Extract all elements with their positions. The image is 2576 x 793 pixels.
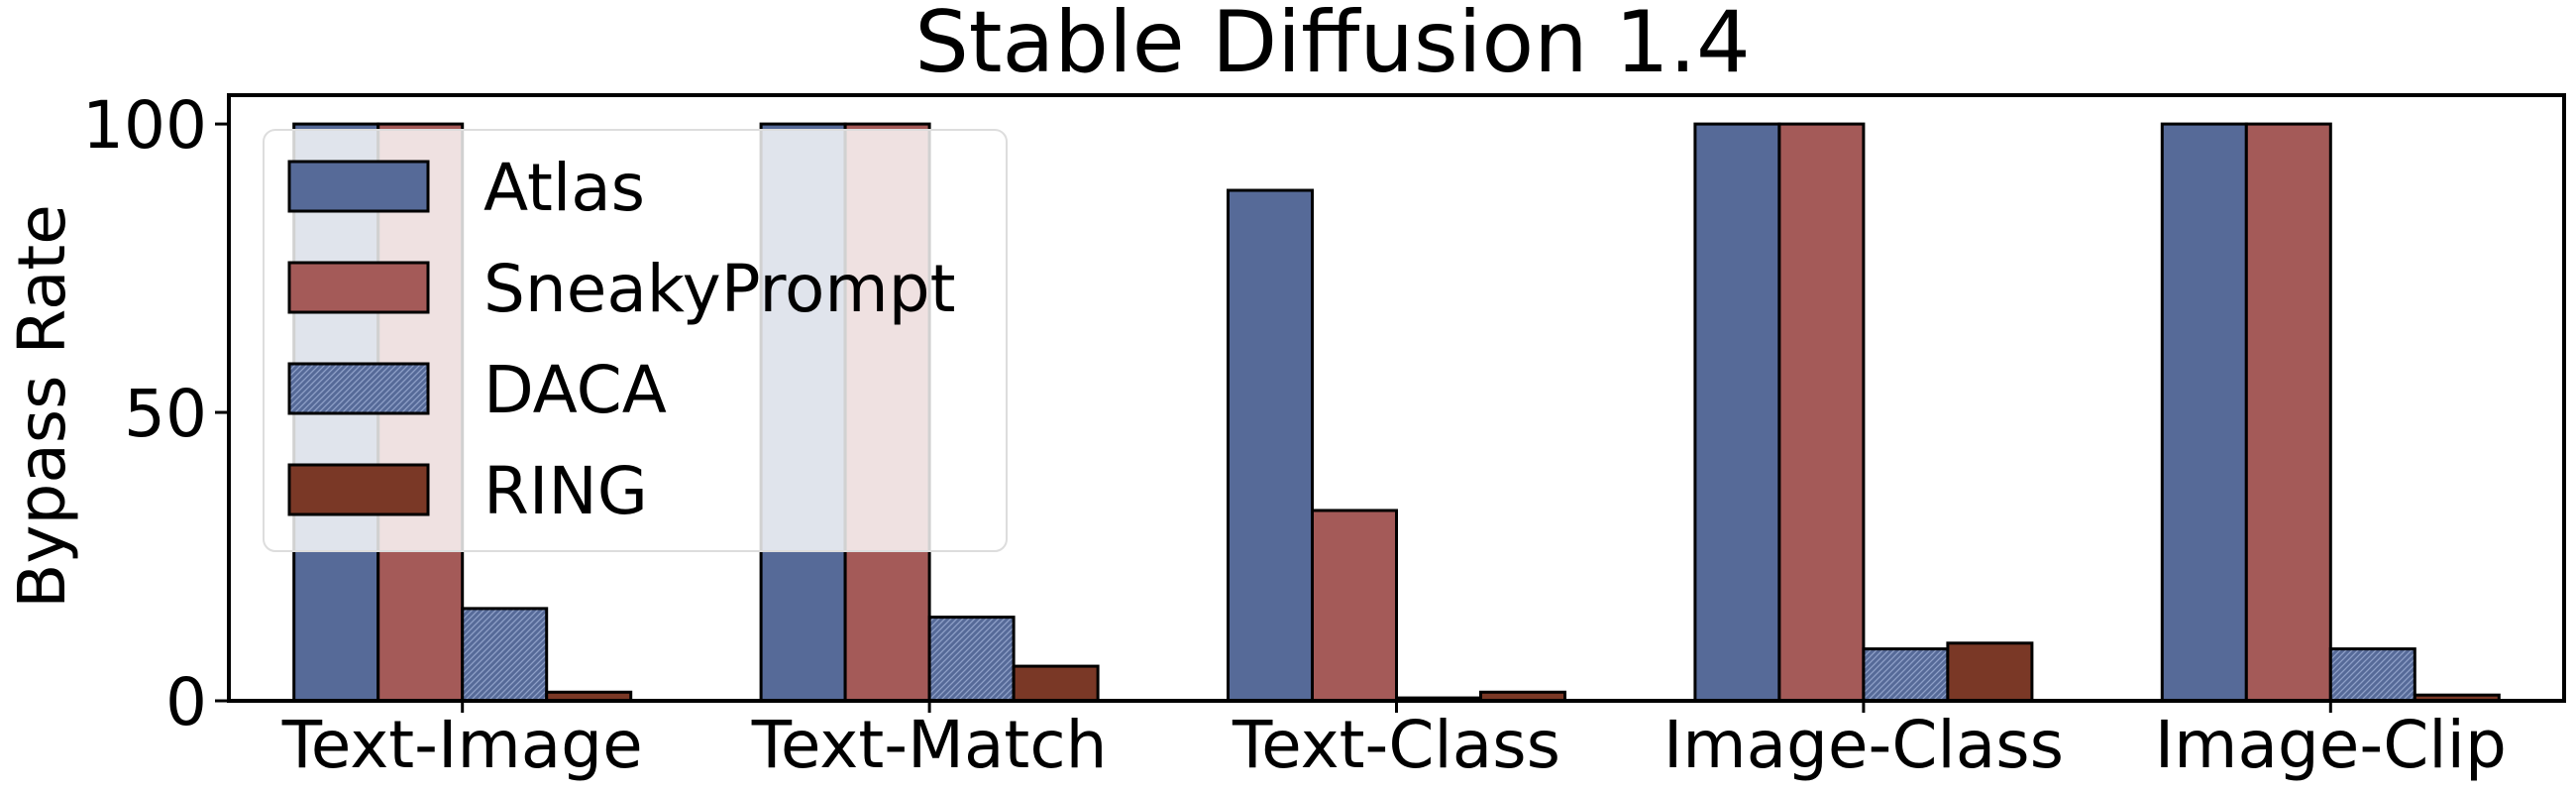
- y-axis-ticks: 0 50 100: [82, 87, 229, 740]
- bar-atlas-image-clip: [2160, 122, 2248, 703]
- bars-layer: [292, 122, 2501, 703]
- bar-sneakyprompt-text-class: [1311, 509, 1398, 703]
- x-axis-ticks: Text-Image Text-Match Text-Class Image-Clas…: [281, 701, 2507, 783]
- bar-daca-image-clip: [2328, 647, 2416, 703]
- legend: Atlas SneakyPrompt DACA RING: [263, 129, 1008, 552]
- bar-atlas-image-class: [1693, 122, 1781, 703]
- legend-swatch-ring: [287, 463, 430, 516]
- y-tick-label: 0: [165, 664, 207, 740]
- y-tick-label: 50: [124, 376, 207, 452]
- chart-title: Stable Diffusion 1.4: [914, 0, 1751, 92]
- y-axis-label: Bypass Rate: [4, 204, 80, 609]
- bar-sneakyprompt-image-class: [1777, 122, 1866, 703]
- legend-label-sneakyprompt: SneakyPrompt: [483, 251, 955, 327]
- legend-label-atlas: Atlas: [483, 150, 645, 226]
- bar-daca-text-match: [927, 616, 1016, 703]
- x-tick-label-text-image: Text-Image: [281, 707, 643, 783]
- legend-label-daca: DACA: [483, 352, 667, 428]
- legend-frame: [263, 129, 1008, 552]
- legend-swatch-atlas: [287, 160, 430, 213]
- x-tick-label-text-match: Text-Match: [751, 707, 1108, 783]
- legend-label-ring: RING: [483, 453, 648, 529]
- legend-swatch-sneakyprompt: [287, 261, 430, 314]
- bar-daca-text-image: [461, 607, 549, 703]
- legend-swatch-daca: [287, 362, 430, 415]
- bar-daca-image-class: [1862, 647, 1950, 703]
- bar-sneakyprompt-image-clip: [2244, 122, 2332, 703]
- x-tick-label-image-clip: Image-Clip: [2155, 707, 2507, 783]
- bar-ring-image-class: [1946, 641, 2034, 703]
- x-tick-label-text-class: Text-Class: [1232, 707, 1560, 783]
- bar-atlas-text-class: [1227, 188, 1314, 703]
- x-tick-label-image-class: Image-Class: [1664, 707, 2064, 783]
- bar-ring-text-match: [1012, 664, 1100, 703]
- y-tick-label: 100: [82, 87, 207, 164]
